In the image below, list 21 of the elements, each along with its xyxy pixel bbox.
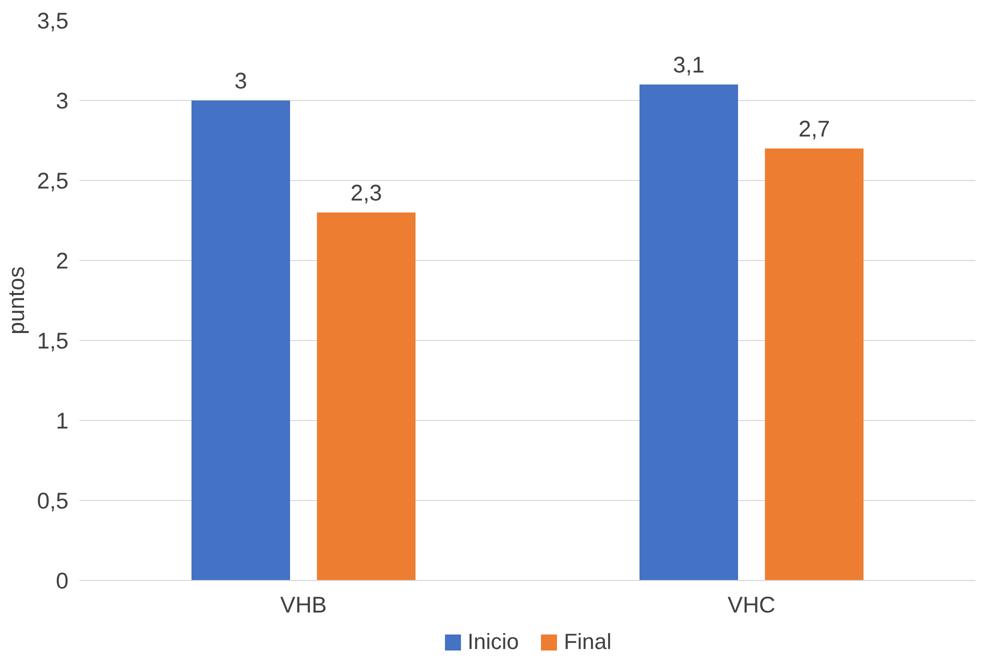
data-label: 3,1 (673, 52, 705, 78)
y-tick-label: 2,5 (37, 168, 69, 194)
bar (192, 100, 290, 580)
y-tick-label: 1 (56, 408, 69, 434)
legend-label: Final (564, 629, 612, 655)
y-axis-title: puntos (3, 266, 30, 335)
y-tick-label: 3,5 (37, 8, 69, 34)
x-tick-label: VHB (280, 592, 327, 618)
data-label: 3 (234, 68, 248, 94)
y-tick-label: 1,5 (37, 328, 69, 354)
y-tick-label: 3 (56, 88, 69, 114)
y-tick-label: 0 (56, 568, 69, 594)
legend-label: Inicio (467, 629, 519, 655)
data-label: 2,7 (798, 116, 830, 142)
bar (640, 84, 738, 580)
bar (316, 212, 416, 580)
y-tick-label: 0,5 (37, 488, 69, 514)
y-tick-label: 2 (56, 248, 69, 274)
bar (764, 148, 864, 580)
data-label: 2,3 (350, 180, 382, 206)
x-tick-label: VHC (728, 592, 776, 618)
